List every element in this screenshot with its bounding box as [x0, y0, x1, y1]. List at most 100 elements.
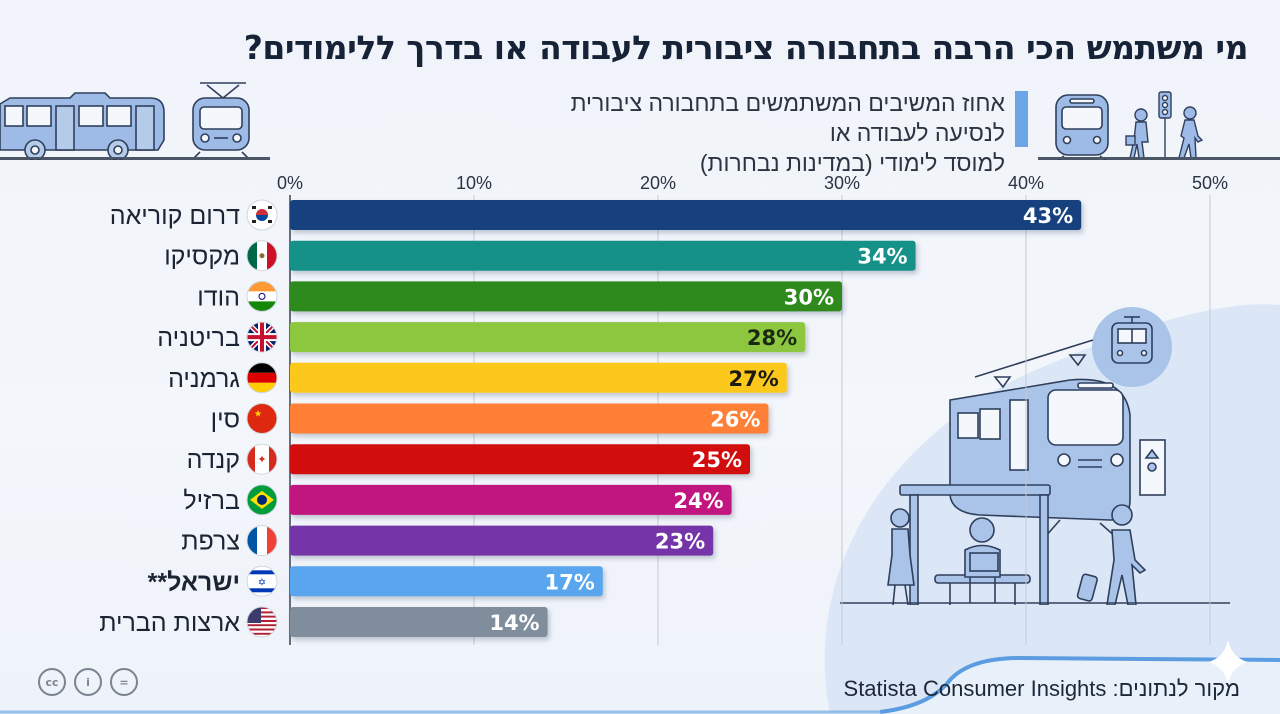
- bar-row: 34% מקסיקו: [164, 240, 916, 272]
- bus-shelter-icon: [899, 484, 1051, 605]
- flag-stripe: [247, 615, 277, 618]
- flag-stripe: [247, 619, 277, 622]
- page-title: מי משתמש הכי הרבה בתחבורה ציבורית לעבודה…: [243, 28, 1249, 67]
- bar-row: 27% גרמניה: [168, 362, 787, 394]
- bar: [290, 566, 603, 597]
- flag-stripe: [247, 281, 277, 292]
- flag-border: [246, 443, 278, 475]
- flag-stripe: [247, 588, 277, 593]
- flag-stripe: [247, 403, 277, 434]
- bar: [290, 444, 750, 475]
- flag-border: [246, 565, 278, 597]
- x-tick-label: 40%: [1008, 173, 1044, 193]
- category-label: בריטניה: [157, 324, 240, 352]
- station-scene-illustration: [840, 307, 1230, 605]
- flag-stripe: [247, 634, 277, 637]
- bar: [290, 200, 1082, 230]
- chart-subtitle: אחוז המשיבים המשתמשים בתחבורה ציבורית לנ…: [508, 88, 1005, 178]
- category-label: הודו: [197, 283, 240, 311]
- category-label: ישראל**: [148, 568, 240, 596]
- train-pedestrians-illustration: [1038, 91, 1280, 160]
- pedestrian-with-bag-icon: [1125, 108, 1149, 159]
- flag-stripe: [247, 382, 277, 393]
- bar: [290, 362, 787, 393]
- south-korea-flag-icon: [247, 200, 277, 230]
- star-of-david: ✡: [258, 577, 266, 588]
- flag-border: [246, 403, 278, 434]
- trigram: [268, 220, 272, 223]
- data-source: מקור לנתונים: Statista Consumer Insights: [843, 676, 1240, 701]
- footer-wave: [0, 640, 1280, 714]
- bar: [290, 484, 732, 515]
- uk-flag-icon: [247, 322, 277, 353]
- bus-icon: [0, 92, 165, 160]
- bar-row: 26% ★ סין: [211, 403, 769, 434]
- flag-stripe: [257, 525, 267, 556]
- pedestrian-walking-icon: [1178, 106, 1204, 159]
- x-tick-label: 20%: [640, 173, 676, 193]
- category-label: קנדה: [187, 446, 240, 474]
- value-label: 28%: [747, 326, 797, 350]
- station-sign-icon: [1139, 439, 1166, 496]
- brazil-flag-icon: [247, 484, 277, 515]
- trigram: [268, 206, 272, 209]
- bar-row: 23% צרפת: [181, 525, 714, 557]
- value-label: 26%: [710, 408, 760, 432]
- flag-stripe: [247, 570, 277, 575]
- flag-stripe: [247, 525, 257, 556]
- seated-person-laptop-icon: [964, 517, 1001, 603]
- bar-row: 30% הודו: [197, 280, 842, 312]
- flag-stripe: [247, 622, 277, 625]
- license-icons: cc i =: [38, 668, 138, 696]
- flag-stripe: [267, 240, 277, 271]
- category-label: גרמניה: [168, 365, 240, 393]
- bus-tram-illustration: [0, 82, 270, 160]
- bar-row: 14% ארצות הברית: [99, 606, 548, 638]
- mexico-flag-icon: [247, 240, 277, 271]
- category-label: ברזיל: [183, 487, 240, 515]
- flag-border: [246, 321, 278, 353]
- standing-woman-icon: [887, 508, 915, 605]
- flag-stripe: [247, 630, 277, 633]
- train-front-icon: [1055, 94, 1109, 160]
- flag-stripe: [247, 301, 277, 312]
- bar: [290, 607, 548, 637]
- flag-border: [246, 525, 278, 557]
- subtitle-block: אחוז המשיבים המשתמשים בתחבורה ציבורית לנ…: [508, 88, 1028, 178]
- flag-border: [246, 240, 278, 272]
- value-label: 14%: [489, 611, 539, 635]
- flag-stripe: [247, 632, 277, 635]
- value-label: 27%: [729, 367, 779, 391]
- bar: [290, 281, 842, 312]
- category-label: צרפת: [181, 528, 240, 556]
- flag-stripe: [247, 444, 255, 475]
- flag-border: [246, 362, 278, 394]
- tram-icon: [192, 82, 250, 159]
- flag-stripe: [255, 444, 269, 475]
- value-label: 23%: [655, 530, 705, 554]
- x-tick-label: 0%: [277, 173, 303, 193]
- maple-leaf: ✦: [257, 453, 266, 466]
- bar-row: 28% בריטניה: [157, 321, 806, 353]
- israel-flag-icon: ✡: [247, 566, 277, 597]
- globe: [257, 494, 267, 505]
- category-label: דרום קוריאה: [110, 202, 240, 230]
- value-label: 43%: [1023, 204, 1073, 228]
- flag-stripe: [247, 362, 277, 373]
- chakra: [258, 292, 266, 300]
- flag-border: [246, 606, 278, 638]
- flag-border: [246, 199, 278, 231]
- taegeuk-red: [256, 209, 268, 215]
- value-label: 30%: [784, 285, 834, 309]
- category-label: ארצות הברית: [99, 609, 240, 637]
- traveler-with-suitcase-icon: [1076, 504, 1147, 605]
- china-flag-icon: ★: [247, 403, 277, 434]
- cc-icon: cc: [38, 668, 66, 696]
- bar: [290, 525, 714, 556]
- star: ★: [254, 410, 262, 420]
- attribution-icon: i: [74, 668, 102, 696]
- flag-stripe: [247, 240, 257, 271]
- flag-stripe: [247, 607, 277, 610]
- sparkle-icon: [1208, 640, 1248, 684]
